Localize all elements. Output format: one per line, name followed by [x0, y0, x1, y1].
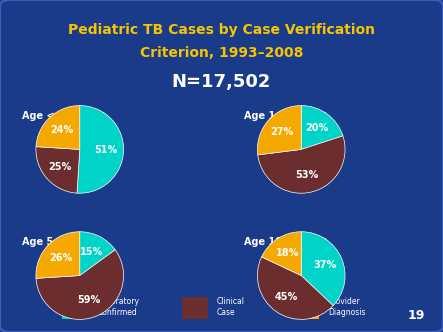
Wedge shape — [301, 232, 345, 305]
Text: Clinical
Case: Clinical Case — [217, 297, 245, 317]
FancyBboxPatch shape — [182, 297, 208, 319]
Text: 51%: 51% — [94, 145, 118, 155]
Text: Age 1–4: Age 1–4 — [244, 111, 287, 121]
Wedge shape — [261, 232, 301, 276]
Text: n=3,198: n=3,198 — [288, 238, 327, 247]
FancyBboxPatch shape — [62, 297, 89, 319]
Text: Laboratory
Confirmed: Laboratory Confirmed — [97, 297, 140, 317]
Wedge shape — [36, 250, 124, 319]
Text: 15%: 15% — [80, 247, 103, 257]
Text: Provider
Diagnosis: Provider Diagnosis — [328, 297, 365, 317]
Text: Age 5–9: Age 5–9 — [22, 237, 65, 247]
Wedge shape — [80, 232, 115, 276]
Wedge shape — [36, 232, 80, 278]
Text: 26%: 26% — [49, 253, 72, 263]
Wedge shape — [77, 106, 124, 193]
Wedge shape — [257, 257, 333, 319]
Text: Criterion, 1993–2008: Criterion, 1993–2008 — [140, 46, 303, 60]
Wedge shape — [258, 136, 345, 193]
Text: 19: 19 — [408, 309, 425, 322]
Text: n=1,697: n=1,697 — [66, 112, 105, 121]
Wedge shape — [301, 106, 343, 149]
Text: 45%: 45% — [275, 292, 298, 302]
Text: n=8,616: n=8,616 — [288, 112, 327, 121]
Text: Age 10–14: Age 10–14 — [244, 237, 300, 247]
Text: 25%: 25% — [48, 162, 72, 172]
Text: 27%: 27% — [270, 127, 293, 137]
Text: 53%: 53% — [295, 170, 319, 180]
Text: n=3,991: n=3,991 — [66, 238, 105, 247]
Wedge shape — [257, 106, 301, 155]
Text: N=17,502: N=17,502 — [172, 73, 271, 91]
Wedge shape — [36, 106, 80, 149]
Text: 37%: 37% — [314, 260, 337, 270]
Text: Pediatric TB Cases by Case Verification: Pediatric TB Cases by Case Verification — [68, 23, 375, 37]
FancyBboxPatch shape — [292, 297, 319, 319]
Text: 59%: 59% — [77, 295, 100, 305]
Text: 24%: 24% — [50, 125, 74, 135]
Text: 20%: 20% — [305, 123, 328, 133]
Wedge shape — [36, 147, 80, 193]
Text: Age < 1: Age < 1 — [22, 111, 65, 121]
Text: 18%: 18% — [276, 248, 299, 258]
